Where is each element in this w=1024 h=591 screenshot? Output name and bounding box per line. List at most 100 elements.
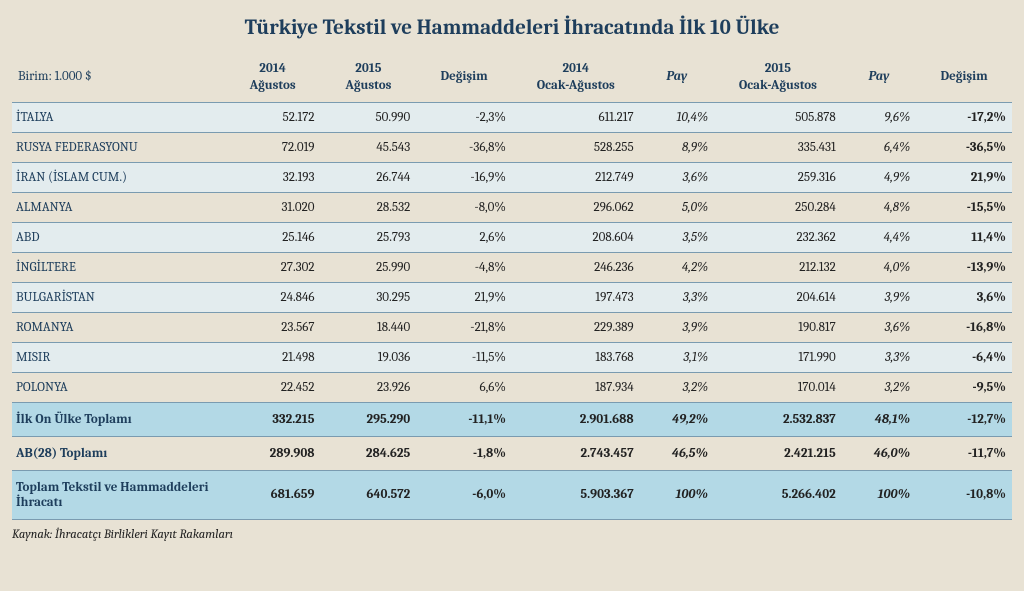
row-value: 171.990 — [714, 342, 842, 372]
row-value: 505.878 — [714, 102, 842, 132]
row-value: 9,6% — [842, 102, 916, 132]
col-pay-2: Pay — [842, 54, 916, 102]
row-value: 212.749 — [512, 162, 640, 192]
row-value: 2,6% — [416, 222, 512, 252]
table-row: POLONYA22.45223.9266,6%187.9343,2%170.01… — [12, 372, 1012, 402]
row-value: -17,2% — [916, 102, 1012, 132]
row-value: 197.473 — [512, 282, 640, 312]
row-value: 23.926 — [321, 372, 417, 402]
row-value: 4,4% — [842, 222, 916, 252]
row-value: 2.421.215 — [714, 436, 842, 470]
row-value: 22.452 — [225, 372, 321, 402]
row-value: 18.440 — [321, 312, 417, 342]
row-value: 26.744 — [321, 162, 417, 192]
row-value: 100% — [640, 470, 714, 519]
row-value: 212.132 — [714, 252, 842, 282]
row-value: 8,9% — [640, 132, 714, 162]
row-value: 46,0% — [842, 436, 916, 470]
table-row: İTALYA52.17250.990-2,3%611.21710,4%505.8… — [12, 102, 1012, 132]
row-value: 229.389 — [512, 312, 640, 342]
row-value: 46,5% — [640, 436, 714, 470]
row-value: 611.217 — [512, 102, 640, 132]
row-name: BULGARİSTAN — [12, 282, 225, 312]
row-value: -11,5% — [416, 342, 512, 372]
row-name: ABD — [12, 222, 225, 252]
page-title: Türkiye Tekstil ve Hammaddeleri İhracatı… — [12, 8, 1012, 54]
table-row: BULGARİSTAN24.84630.29521,9%197.4733,3%2… — [12, 282, 1012, 312]
row-value: 3,6% — [640, 162, 714, 192]
row-value: 250.284 — [714, 192, 842, 222]
row-value: -16,8% — [916, 312, 1012, 342]
col-pay-1: Pay — [640, 54, 714, 102]
row-name: İTALYA — [12, 102, 225, 132]
row-value: 4,9% — [842, 162, 916, 192]
row-value: -15,5% — [916, 192, 1012, 222]
row-value: 246.236 — [512, 252, 640, 282]
row-value: -12,7% — [916, 402, 1012, 436]
row-value: 190.817 — [714, 312, 842, 342]
table-row: Toplam Tekstil ve Hammaddeleri İhracatı6… — [12, 470, 1012, 519]
row-value: 19.036 — [321, 342, 417, 372]
col-2015-aug: 2015Ağustos — [321, 54, 417, 102]
table-row: İlk On Ülke Toplamı332.215295.290-11,1%2… — [12, 402, 1012, 436]
row-value: 6,6% — [416, 372, 512, 402]
row-name: POLONYA — [12, 372, 225, 402]
row-value: 187.934 — [512, 372, 640, 402]
row-value: -21,8% — [416, 312, 512, 342]
row-value: -10,8% — [916, 470, 1012, 519]
row-value: -13,9% — [916, 252, 1012, 282]
row-value: 6,4% — [842, 132, 916, 162]
row-value: 640.572 — [321, 470, 417, 519]
row-value: 335.431 — [714, 132, 842, 162]
row-value: 204.614 — [714, 282, 842, 312]
row-value: 45.543 — [321, 132, 417, 162]
row-value: 100% — [842, 470, 916, 519]
row-value: 3,3% — [640, 282, 714, 312]
col-change-2: Değişim — [916, 54, 1012, 102]
row-name: İRAN (İSLAM CUM.) — [12, 162, 225, 192]
row-value: 30.295 — [321, 282, 417, 312]
row-value: 4,2% — [640, 252, 714, 282]
row-value: 284.625 — [321, 436, 417, 470]
table-row: ABD25.14625.7932,6%208.6043,5%232.3624,4… — [12, 222, 1012, 252]
row-name: ALMANYA — [12, 192, 225, 222]
row-name: AB(28) Toplamı — [12, 436, 225, 470]
row-value: 332.215 — [225, 402, 321, 436]
row-value: 681.659 — [225, 470, 321, 519]
row-value: 232.362 — [714, 222, 842, 252]
row-value: 32.193 — [225, 162, 321, 192]
row-value: 2.901.688 — [512, 402, 640, 436]
row-value: -11,1% — [416, 402, 512, 436]
unit-label: Birim: 1.000 $ — [12, 54, 225, 102]
table-row: İNGİLTERE27.30225.990-4,8%246.2364,2%212… — [12, 252, 1012, 282]
row-value: 4,8% — [842, 192, 916, 222]
row-value: 296.062 — [512, 192, 640, 222]
row-value: 25.990 — [321, 252, 417, 282]
row-value: -36,8% — [416, 132, 512, 162]
row-value: 170.014 — [714, 372, 842, 402]
row-value: -16,9% — [416, 162, 512, 192]
row-value: 21,9% — [416, 282, 512, 312]
row-value: 23.567 — [225, 312, 321, 342]
row-value: 3,6% — [842, 312, 916, 342]
row-value: 10,4% — [640, 102, 714, 132]
row-value: -6,4% — [916, 342, 1012, 372]
row-value: 11,4% — [916, 222, 1012, 252]
row-value: -8,0% — [416, 192, 512, 222]
row-value: 183.768 — [512, 342, 640, 372]
table-header-row: Birim: 1.000 $ 2014Ağustos 2015Ağustos D… — [12, 54, 1012, 102]
row-value: 259.316 — [714, 162, 842, 192]
row-value: 72.019 — [225, 132, 321, 162]
row-value: 21.498 — [225, 342, 321, 372]
row-name: ROMANYA — [12, 312, 225, 342]
row-value: 25.793 — [321, 222, 417, 252]
table-row: İRAN (İSLAM CUM.)32.19326.744-16,9%212.7… — [12, 162, 1012, 192]
row-value: 3,9% — [640, 312, 714, 342]
row-value: 528.255 — [512, 132, 640, 162]
row-value: 31.020 — [225, 192, 321, 222]
row-value: -6,0% — [416, 470, 512, 519]
col-2014-ytd: 2014Ocak-Ağustos — [512, 54, 640, 102]
row-name: MISIR — [12, 342, 225, 372]
row-value: 3,5% — [640, 222, 714, 252]
row-value: 48,1% — [842, 402, 916, 436]
